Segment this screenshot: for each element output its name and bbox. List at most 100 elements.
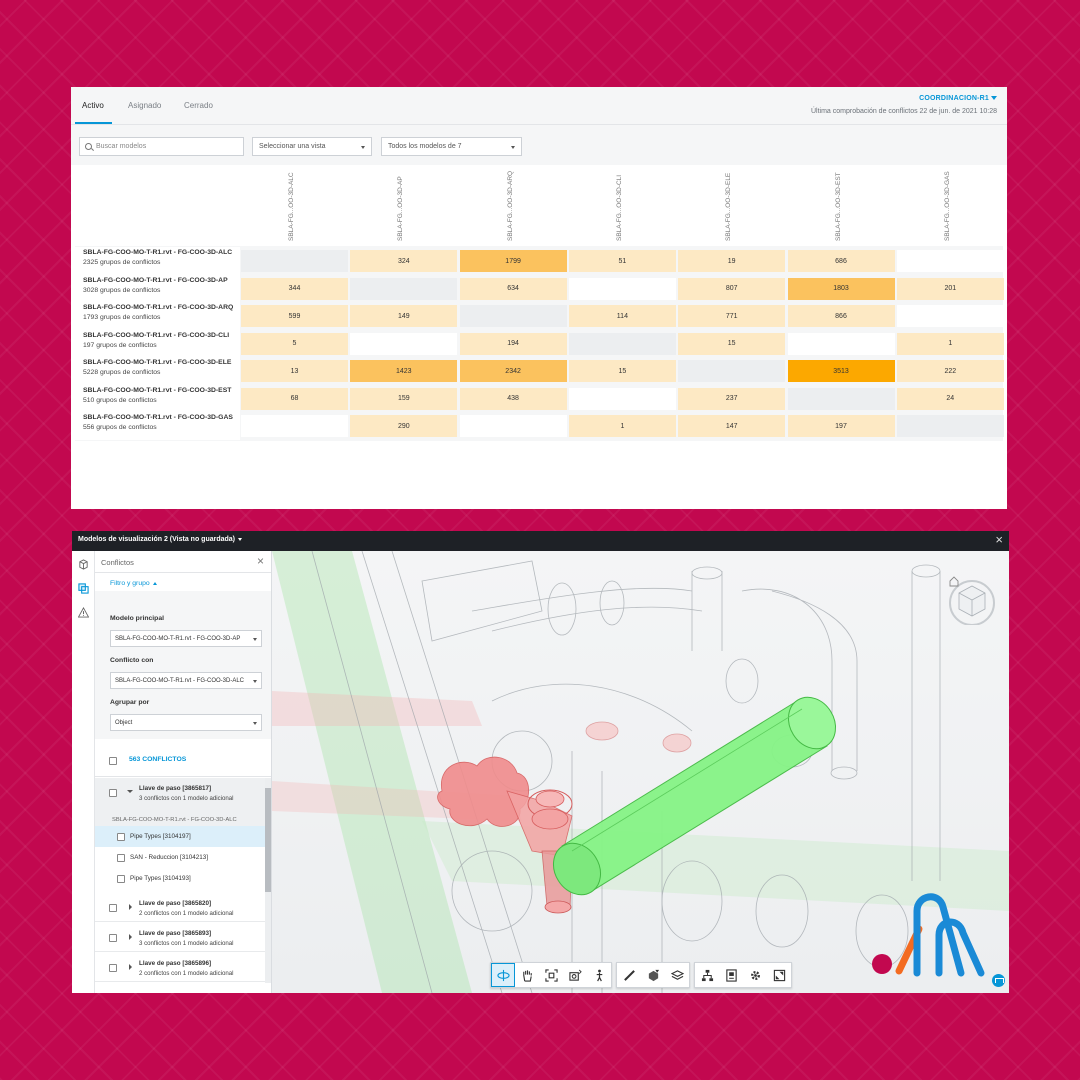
clash-icon[interactable]	[78, 583, 89, 594]
matrix-cell[interactable]: 1803	[787, 277, 895, 300]
settings-button[interactable]	[743, 963, 767, 987]
matrix-cell[interactable]: 290	[350, 415, 458, 437]
matrix-cell[interactable]: 771	[678, 305, 786, 327]
close-icon[interactable]: ×	[995, 532, 1003, 547]
matrix-cell[interactable]: 222	[896, 360, 1004, 382]
matrix-cell[interactable]: 1423	[350, 360, 458, 382]
conflict-list-scrollbar[interactable]	[265, 778, 271, 983]
matrix-cell[interactable]: 159	[350, 387, 458, 410]
column-header: SBLA-FG...OO-3D-GAS	[943, 171, 951, 241]
conflicts-panel: Conflictos × Filtro y grupo Modelo princ…	[95, 551, 272, 993]
element-checkbox[interactable]	[117, 833, 125, 841]
group-checkbox[interactable]	[109, 934, 117, 942]
group-checkbox[interactable]	[109, 789, 117, 797]
conflict-group-row[interactable]: Llave de paso [3865893] 3 conflictos con…	[95, 923, 265, 952]
warning-icon[interactable]	[78, 607, 89, 618]
close-icon[interactable]: ×	[256, 554, 264, 568]
matrix-cell[interactable]: 194	[459, 332, 567, 355]
tab-activo[interactable]: Activo	[82, 101, 104, 110]
help-icon[interactable]	[992, 974, 1005, 987]
group-name: Llave de paso [3865896]	[139, 960, 212, 967]
matrix-cell[interactable]: 15	[568, 360, 676, 382]
matrix-cell[interactable]: 13	[241, 360, 348, 382]
element-checkbox[interactable]	[117, 875, 125, 883]
conflict-with-select[interactable]: SBLA-FG-COO-MO-T-R1.rvt - FG-COO-3D-ALC	[110, 672, 262, 689]
walk-button[interactable]	[587, 963, 611, 987]
properties-button[interactable]	[719, 963, 743, 987]
pan-button[interactable]	[515, 963, 539, 987]
group-checkbox[interactable]	[109, 904, 117, 912]
matrix-cell[interactable]: 3513	[787, 360, 895, 382]
select-all-checkbox[interactable]	[109, 757, 117, 765]
matrix-cell[interactable]: 686	[787, 250, 895, 272]
matrix-cell	[350, 332, 458, 355]
matrix-cell[interactable]: 15	[678, 332, 786, 355]
models-select[interactable]: Todos los modelos de 7	[381, 137, 522, 156]
view-select[interactable]: Seleccionar una vista	[252, 137, 372, 156]
camera-button[interactable]	[563, 963, 587, 987]
chevron-right-icon[interactable]	[129, 934, 132, 940]
element-row[interactable]: Pipe Types [3104197]	[95, 826, 265, 847]
matrix-cell[interactable]: 24	[896, 387, 1004, 410]
row-model-name: SBLA-FG-COO-MO-T-R1.rvt - FG-COO-3D-AP	[83, 276, 228, 284]
tab-cerrado[interactable]: Cerrado	[184, 101, 213, 110]
matrix-cell[interactable]: 68	[241, 387, 348, 410]
matrix-cell[interactable]: 19	[678, 250, 786, 272]
matrix-cell[interactable]: 51	[568, 250, 676, 272]
tab-asignado[interactable]: Asignado	[128, 101, 162, 110]
model-browser-button[interactable]	[695, 963, 719, 987]
context-slab	[272, 691, 482, 726]
conflict-group-row[interactable]: Llave de paso [3865896] 2 conflictos con…	[95, 953, 265, 982]
matrix-cell[interactable]: 197	[787, 415, 895, 437]
matrix-cell[interactable]: 1	[568, 415, 676, 437]
matrix-cell[interactable]: 147	[678, 415, 786, 437]
viewer-title[interactable]: Modelos de visualización 2 (Vista no gua…	[78, 536, 243, 543]
matrix-cell[interactable]: 866	[787, 305, 895, 327]
matrix-cell[interactable]: 324	[350, 250, 458, 272]
group-subtitle: 2 conflictos con 1 modelo adicional	[139, 970, 234, 977]
matrix-cell[interactable]: 237	[678, 387, 786, 410]
matrix-cell[interactable]: 201	[896, 277, 1004, 300]
filter-group-toggle[interactable]: Filtro y grupo	[110, 580, 157, 587]
clash-element-pipe[interactable]	[544, 688, 845, 903]
chevron-right-icon[interactable]	[129, 964, 132, 970]
matrix-cell[interactable]: 344	[241, 277, 348, 300]
matrix-cell[interactable]: 807	[678, 277, 786, 300]
matrix-cell[interactable]: 438	[459, 387, 567, 410]
chevron-right-icon[interactable]	[129, 904, 132, 910]
coordination-space-select[interactable]: COORDINACION-R1	[919, 95, 997, 102]
group-by-select[interactable]: Object	[110, 714, 262, 731]
chevron-down-icon[interactable]	[127, 790, 133, 793]
element-checkbox[interactable]	[117, 854, 125, 862]
layers-button[interactable]	[665, 963, 689, 987]
group-checkbox[interactable]	[109, 964, 117, 972]
element-row[interactable]: SAN - Reduccion [3104213]	[95, 847, 265, 868]
model-scene[interactable]	[272, 551, 1009, 993]
3d-viewport[interactable]	[272, 551, 1009, 993]
cube-icon[interactable]	[78, 559, 89, 570]
row-group-count: 3028 grupos de conflictos	[83, 286, 161, 294]
section-button[interactable]	[641, 963, 665, 987]
element-row[interactable]: Pipe Types [3104193]	[95, 868, 265, 889]
fit-view-button[interactable]	[539, 963, 563, 987]
matrix-cell[interactable]: 149	[350, 305, 458, 327]
search-models-input[interactable]: Buscar modelos	[79, 137, 244, 156]
orbit-button[interactable]	[491, 963, 515, 987]
matrix-cell[interactable]: 599	[241, 305, 348, 327]
matrix-cell[interactable]: 114	[568, 305, 676, 327]
matrix-cell[interactable]: 634	[459, 277, 567, 300]
all-conflicts-label[interactable]: 563 CONFLICTOS	[129, 756, 187, 763]
fullscreen-button[interactable]	[767, 963, 791, 987]
conflict-group-row[interactable]: Llave de paso [3865820] 2 conflictos con…	[95, 893, 265, 922]
viewcube-icon[interactable]	[945, 573, 999, 625]
row-header: SBLA-FG-COO-MO-T-R1.rvt - FG-COO-3D-EST 5…	[75, 384, 240, 412]
main-model-select[interactable]: SBLA-FG-COO-MO-T-R1.rvt - FG-COO-3D-AP	[110, 630, 262, 647]
main-model-label: Modelo principal	[110, 615, 165, 622]
fit-view-icon	[544, 968, 558, 982]
measure-button[interactable]	[617, 963, 641, 987]
matrix-cell[interactable]: 5	[241, 332, 348, 355]
matrix-cell[interactable]: 2342	[459, 360, 567, 382]
matrix-cell[interactable]: 1799	[459, 250, 567, 272]
scrollbar-thumb[interactable]	[265, 788, 271, 892]
matrix-cell[interactable]: 1	[896, 332, 1004, 355]
